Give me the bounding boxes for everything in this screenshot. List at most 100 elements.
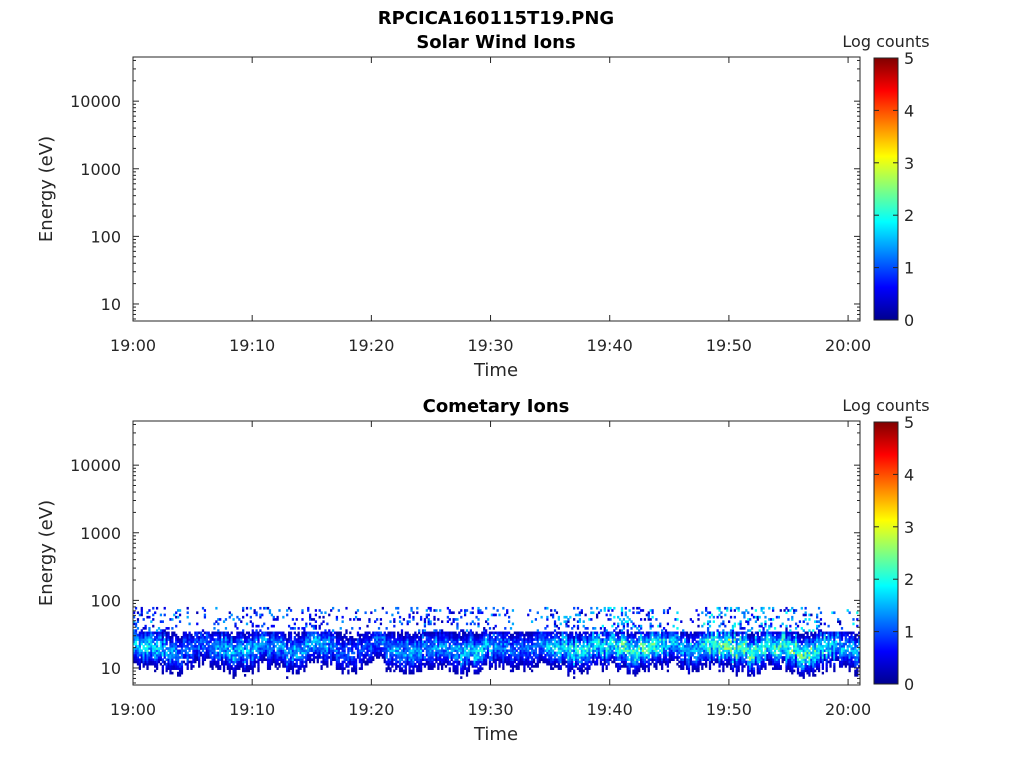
heatmap-cell: [330, 633, 333, 637]
heatmap-cell: [175, 660, 178, 664]
heatmap-cell: [253, 611, 256, 615]
heatmap-cell: [630, 638, 633, 641]
heatmap-cell: [253, 609, 256, 612]
heatmap-cell: [494, 658, 497, 662]
heatmap-cell: [622, 653, 626, 657]
heatmap-cell: [133, 633, 136, 637]
heatmap-cell: [708, 649, 712, 653]
heatmap-cell: [710, 642, 714, 646]
heatmap-cell: [553, 644, 557, 648]
heatmap-cell: [465, 644, 469, 648]
heatmap-cell: [542, 636, 545, 639]
heatmap-cell: [387, 658, 390, 662]
heatmap-cell: [354, 644, 358, 648]
heatmap-cell: [219, 651, 222, 655]
heatmap-cell: [427, 656, 430, 659]
heatmap-cell: [345, 665, 348, 668]
heatmap-cell: [551, 636, 555, 639]
heatmap-cell: [163, 640, 166, 644]
heatmap-cell: [265, 642, 268, 646]
heatmap-cell: [483, 636, 486, 639]
heatmap-cell: [534, 642, 538, 646]
heatmap-cell: [266, 647, 270, 650]
heatmap-cell: [527, 644, 530, 648]
heatmap-cell: [433, 615, 436, 619]
heatmap-cell: [356, 649, 360, 653]
heatmap-cell: [406, 636, 409, 639]
heatmap-cell: [224, 636, 228, 639]
heatmap-cell: [590, 611, 593, 615]
heatmap-cell: [458, 636, 461, 639]
heatmap-cell: [582, 665, 585, 668]
heatmap-cell: [668, 638, 671, 641]
heatmap-cell: [324, 642, 327, 646]
heatmap-cell: [502, 636, 505, 639]
heatmap-cell: [705, 642, 708, 646]
heatmap-cell: [475, 656, 478, 659]
heatmap-cell: [647, 651, 650, 655]
heatmap-cell: [444, 631, 448, 635]
heatmap-cell: [337, 642, 340, 646]
heatmap-cell: [295, 651, 298, 655]
heatmap-cell: [291, 651, 295, 655]
heatmap-cell: [620, 620, 624, 623]
heatmap-cell: [253, 636, 256, 639]
heatmap-cell: [154, 662, 157, 666]
heatmap-cell: [561, 633, 564, 637]
heatmap-cell: [347, 649, 350, 653]
heatmap-cell: [138, 640, 141, 644]
heatmap-cell: [632, 640, 635, 644]
heatmap-cell: [557, 656, 560, 659]
heatmap-cell: [703, 658, 706, 662]
heatmap-cell: [475, 669, 478, 673]
heatmap-cell: [339, 633, 342, 637]
heatmap-cell: [266, 606, 270, 610]
heatmap-cell: [639, 638, 643, 641]
heatmap-cell: [649, 638, 652, 641]
heatmap-cell: [492, 651, 495, 655]
heatmap-cell: [613, 658, 616, 662]
heatmap-cell: [379, 640, 383, 644]
heatmap-cell: [450, 638, 453, 641]
heatmap-cell: [201, 653, 205, 657]
heatmap-cell: [148, 629, 151, 632]
heatmap-cell: [601, 631, 604, 635]
heatmap-cell: [374, 649, 377, 653]
heatmap-cell: [695, 644, 698, 648]
heatmap-cell: [178, 665, 182, 668]
heatmap-cell: [674, 642, 677, 646]
heatmap-cell: [703, 638, 706, 641]
heatmap-cell: [641, 662, 645, 666]
heatmap-cell: [397, 651, 400, 655]
heatmap-cell: [622, 649, 626, 653]
heatmap-cell: [705, 613, 708, 617]
heatmap-cell: [322, 633, 325, 637]
heatmap-cell: [668, 658, 671, 662]
heatmap-cell: [571, 631, 574, 635]
heatmap-cell: [226, 640, 229, 644]
heatmap-cell: [601, 633, 604, 637]
heatmap-cell: [595, 647, 599, 650]
heatmap-cell: [278, 640, 281, 644]
heatmap-cell: [318, 653, 321, 657]
heatmap-cell: [368, 640, 371, 644]
heatmap-cell: [419, 669, 423, 673]
heatmap-cell: [331, 647, 335, 650]
heatmap-cell: [666, 609, 670, 612]
heatmap-cell: [509, 644, 513, 648]
heatmap-cell: [234, 640, 237, 644]
heatmap-cell: [703, 644, 706, 648]
heatmap-cell: [389, 653, 392, 657]
heatmap-cell: [309, 656, 312, 659]
heatmap-cell: [163, 606, 166, 610]
heatmap-cell: [647, 613, 650, 617]
heatmap-cell: [645, 649, 648, 653]
heatmap-cell: [592, 638, 595, 641]
heatmap-cell: [439, 644, 442, 648]
heatmap-cell: [647, 656, 650, 659]
heatmap-cell: [330, 640, 333, 644]
heatmap-cell: [224, 627, 228, 630]
heatmap-cell: [691, 665, 694, 668]
heatmap-cell: [215, 665, 218, 668]
heatmap-cell: [416, 640, 419, 644]
